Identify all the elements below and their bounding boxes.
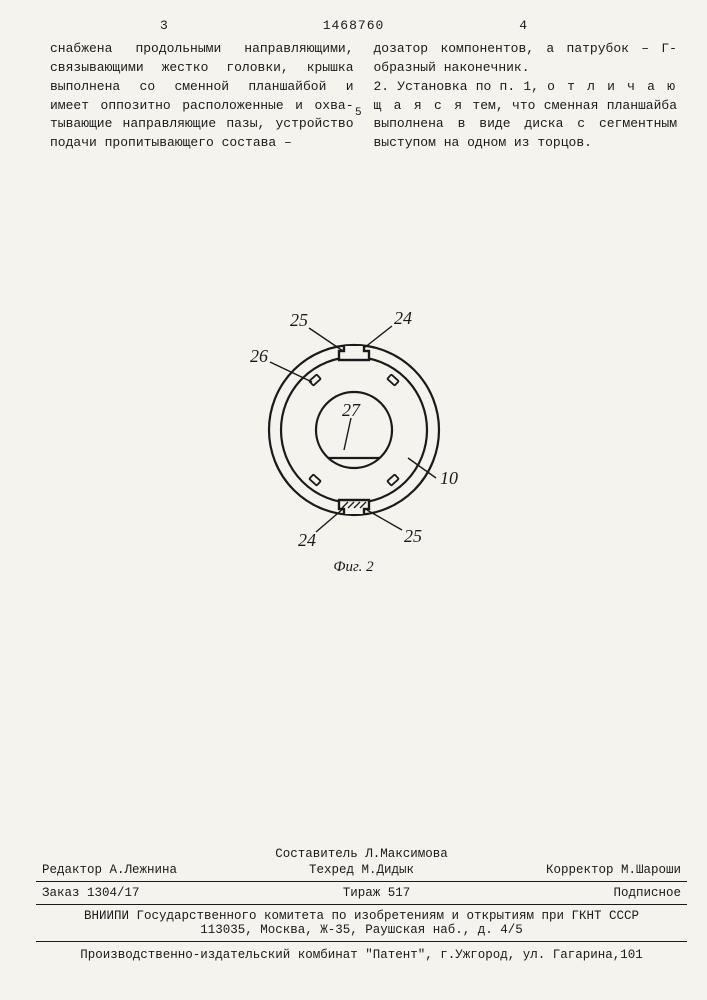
label-25-bottom: 25	[404, 526, 422, 546]
label-10: 10	[440, 468, 458, 488]
page-number-right: 4	[519, 18, 527, 33]
line-marker-5: 5	[355, 107, 362, 119]
col-right-p2a: 2. Установка по п. 1,	[374, 79, 548, 94]
footer-podpisnoe: Подписное	[613, 886, 681, 900]
column-right: дозатор компонентов, а патрубок – Г-обра…	[374, 40, 678, 153]
footer-tirazh: Тираж 517	[343, 886, 411, 900]
label-24-bottom: 24	[298, 530, 316, 550]
footer-org1: ВНИИПИ Государственного комитета по изоб…	[36, 905, 687, 923]
document-number: 1468760	[323, 18, 385, 33]
figure-2: 25 24 26 27 10 24 25 Фиг. 2	[204, 290, 504, 570]
figure-caption: Фиг. 2	[333, 559, 373, 576]
column-left: снабжена продольными направляющими, связ…	[50, 40, 354, 153]
text-columns: снабжена продольными направляющими, связ…	[50, 40, 677, 153]
figure-svg: 25 24 26 27 10 24 25	[204, 290, 504, 570]
label-26: 26	[250, 346, 268, 366]
col-right-p1: дозатор компонентов, а патрубок – Г-обра…	[374, 41, 678, 75]
footer-compiler: Составитель Л.Максимова	[36, 847, 687, 861]
footer-order: Заказ 1304/17	[42, 886, 140, 900]
footer-publisher: Производственно-издательский комбинат "П…	[36, 942, 687, 962]
footer: Составитель Л.Максимова Редактор А.Лежни…	[36, 847, 687, 962]
footer-corrector: Корректор М.Шароши	[546, 863, 681, 877]
page-number-left: 3	[160, 18, 168, 33]
label-24-top: 24	[394, 308, 412, 328]
footer-editor: Редактор А.Лежнина	[42, 863, 177, 877]
label-25-top: 25	[290, 310, 308, 330]
footer-org2: 113035, Москва, Ж-35, Раушская наб., д. …	[36, 923, 687, 942]
footer-techred: Техред М.Дидык	[309, 863, 414, 877]
label-27: 27	[342, 400, 361, 420]
